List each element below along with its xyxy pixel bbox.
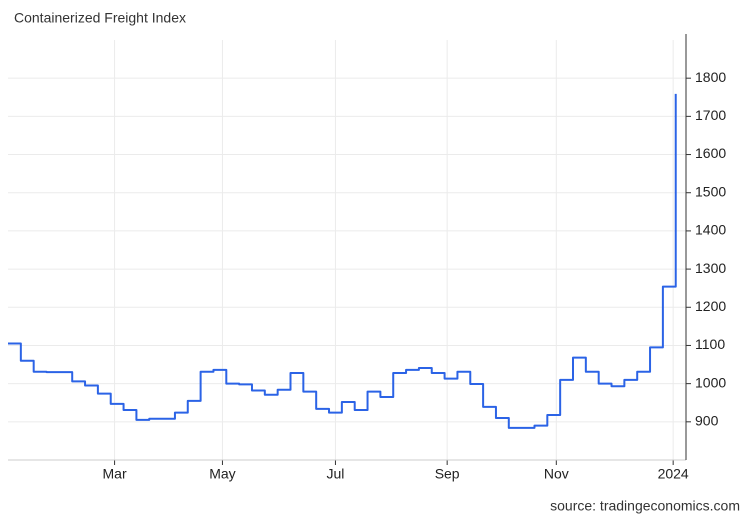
y-tick-label: 1600	[695, 145, 726, 161]
x-tick-label: Jul	[326, 466, 344, 482]
y-tick-label: 1400	[695, 222, 726, 238]
x-tick-label: Nov	[544, 466, 569, 482]
x-tick-label: Mar	[103, 466, 127, 482]
y-tick-label: 1800	[695, 69, 726, 85]
y-tick-label: 900	[695, 413, 719, 429]
y-tick-label: 1700	[695, 107, 726, 123]
y-tick-label: 1300	[695, 260, 726, 276]
x-tick-label: May	[209, 466, 235, 482]
y-tick-label: 1500	[695, 183, 726, 199]
chart-title: Containerized Freight Index	[14, 10, 186, 26]
x-tick-label: Sep	[435, 466, 460, 482]
y-tick-label: 1000	[695, 374, 726, 390]
source: source: tradingeconomics.com	[550, 498, 740, 514]
y-tick-label: 1100	[695, 336, 725, 352]
x-tick-label: 2024	[658, 466, 689, 482]
data-line	[8, 93, 677, 429]
y-tick-label: 1200	[695, 298, 726, 314]
